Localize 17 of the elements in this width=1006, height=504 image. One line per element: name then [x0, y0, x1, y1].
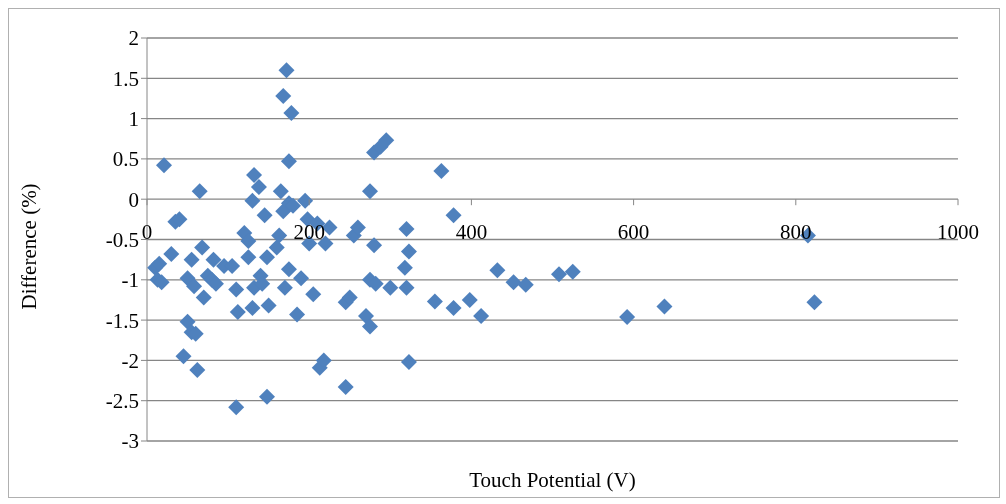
y-tick-label: 2: [128, 26, 139, 51]
x-axis-title: Touch Potential (V): [469, 468, 636, 492]
y-tick-label: -3: [121, 429, 139, 454]
y-tick-label: 0: [128, 187, 139, 212]
x-tick-label: 400: [455, 220, 488, 245]
y-axis-title: Difference (%): [17, 183, 42, 310]
y-tick-label: 0.5: [112, 147, 139, 172]
y-tick-label: -2: [121, 348, 139, 373]
x-tick-label: 1000: [937, 220, 979, 245]
y-tick-label: -0.5: [105, 227, 139, 252]
x-tick-label: 600: [617, 220, 650, 245]
y-tick-label: -1.5: [105, 308, 139, 333]
x-tick-label: 200: [293, 220, 325, 245]
y-tick-label: 1: [128, 107, 139, 132]
y-tick-label: -2.5: [105, 389, 139, 414]
y-tick-label: 1.5: [112, 66, 139, 91]
y-tick-label: -1: [121, 268, 139, 293]
